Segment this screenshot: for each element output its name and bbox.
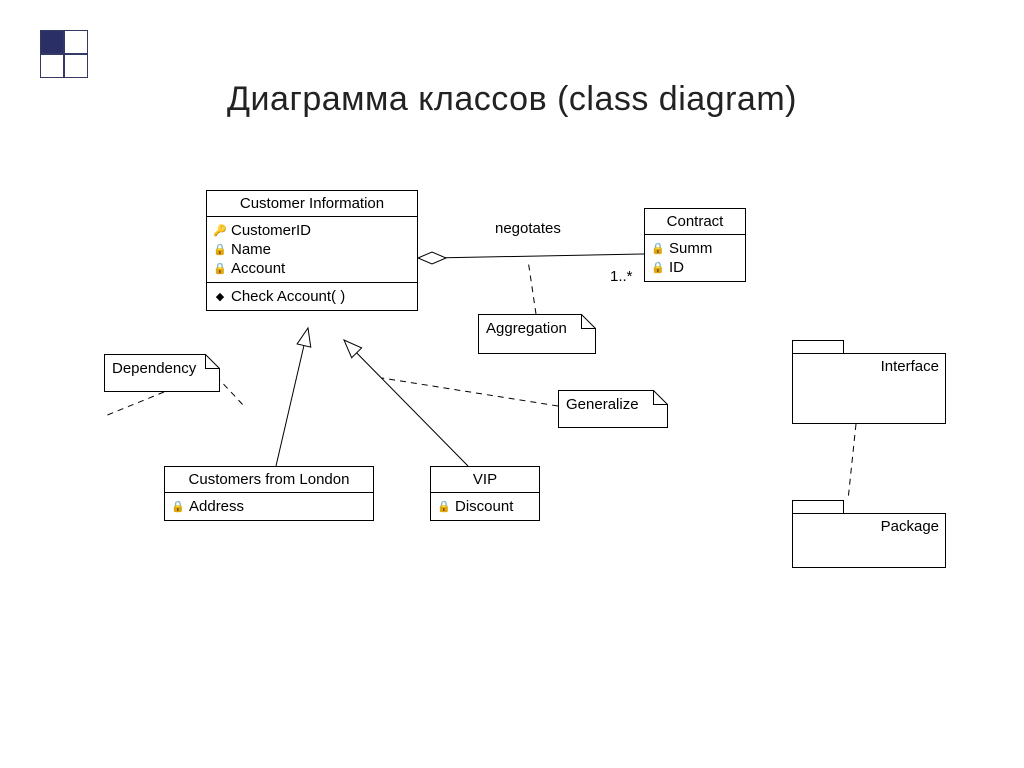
attr-label: Name: [231, 241, 271, 258]
package-label: Package: [881, 518, 939, 535]
edge-london-generalize: [276, 328, 308, 466]
logo-square-3: [40, 54, 64, 78]
note-text: Generalize: [566, 396, 639, 413]
lock-icon: 🔒: [213, 263, 227, 275]
lock-icon: 🔒: [651, 243, 665, 255]
edge-interface-package: [848, 424, 856, 500]
class-vip: VIP 🔒 Discount: [430, 466, 540, 521]
class-attributes: 🔑 CustomerID 🔒 Name 🔒 Account: [207, 217, 417, 283]
attr-label: Account: [231, 260, 285, 277]
package-label: Interface: [881, 358, 939, 375]
lock-icon: 🔒: [213, 244, 227, 256]
label-negotates: negotates: [495, 220, 561, 237]
attr-row: 🔒 Address: [171, 497, 367, 516]
logo-square-2: [64, 30, 88, 54]
lock-icon: 🔒: [171, 501, 185, 513]
class-attributes: 🔒 Address: [165, 493, 373, 520]
attr-label: Discount: [455, 498, 513, 515]
key-icon: 🔑: [213, 225, 227, 237]
edge-customer-contract: [418, 252, 644, 264]
attr-row: 🔒 Summ: [651, 239, 739, 258]
class-attributes: 🔒 Summ 🔒 ID: [645, 235, 745, 281]
edge-agg-note: [528, 260, 536, 314]
edge-dep-note-1: [105, 392, 164, 416]
edge-vip-generalize: [344, 340, 468, 466]
attr-row: 🔒 Name: [213, 240, 411, 259]
attr-row: 🔒 ID: [651, 258, 739, 277]
class-customer-information: Customer Information 🔑 CustomerID 🔒 Name…: [206, 190, 418, 311]
class-attributes: 🔒 Discount: [431, 493, 539, 520]
operation-icon: ◆: [213, 291, 227, 303]
lock-icon: 🔒: [651, 262, 665, 274]
note-text: Dependency: [112, 360, 196, 377]
op-label: Check Account( ): [231, 288, 345, 305]
attr-row: 🔑 CustomerID: [213, 221, 411, 240]
slide-canvas: Диаграмма классов (class diagram) Custom…: [0, 0, 1024, 768]
package-tab: [792, 340, 844, 354]
package-package: Package: [792, 500, 946, 568]
note-text: Aggregation: [486, 320, 567, 337]
lock-icon: 🔒: [437, 501, 451, 513]
edge-gen-note: [382, 378, 558, 406]
package-interface: Interface: [792, 340, 946, 424]
note-generalize: Generalize: [558, 390, 668, 428]
label-multiplicity: 1..*: [610, 268, 633, 285]
op-row: ◆ Check Account( ): [213, 287, 411, 306]
class-customers-london: Customers from London 🔒 Address: [164, 466, 374, 521]
class-contract: Contract 🔒 Summ 🔒 ID: [644, 208, 746, 282]
package-tab: [792, 500, 844, 514]
class-title: Customers from London: [165, 467, 373, 493]
class-title: Customer Information: [207, 191, 417, 217]
class-title: VIP: [431, 467, 539, 493]
note-dependency: Dependency: [104, 354, 220, 392]
attr-row: 🔒 Discount: [437, 497, 533, 516]
logo-square-1: [40, 30, 64, 54]
attr-label: ID: [669, 259, 684, 276]
attr-row: 🔒 Account: [213, 259, 411, 278]
class-title: Contract: [645, 209, 745, 235]
edge-dep-note-2: [216, 376, 244, 406]
package-body: Interface: [792, 353, 946, 424]
logo-square-4: [64, 54, 88, 78]
class-operations: ◆ Check Account( ): [207, 283, 417, 310]
attr-label: Summ: [669, 240, 712, 257]
slide-title: Диаграмма классов (class diagram): [0, 80, 1024, 119]
attr-label: Address: [189, 498, 244, 515]
note-aggregation: Aggregation: [478, 314, 596, 354]
attr-label: CustomerID: [231, 222, 311, 239]
package-body: Package: [792, 513, 946, 568]
